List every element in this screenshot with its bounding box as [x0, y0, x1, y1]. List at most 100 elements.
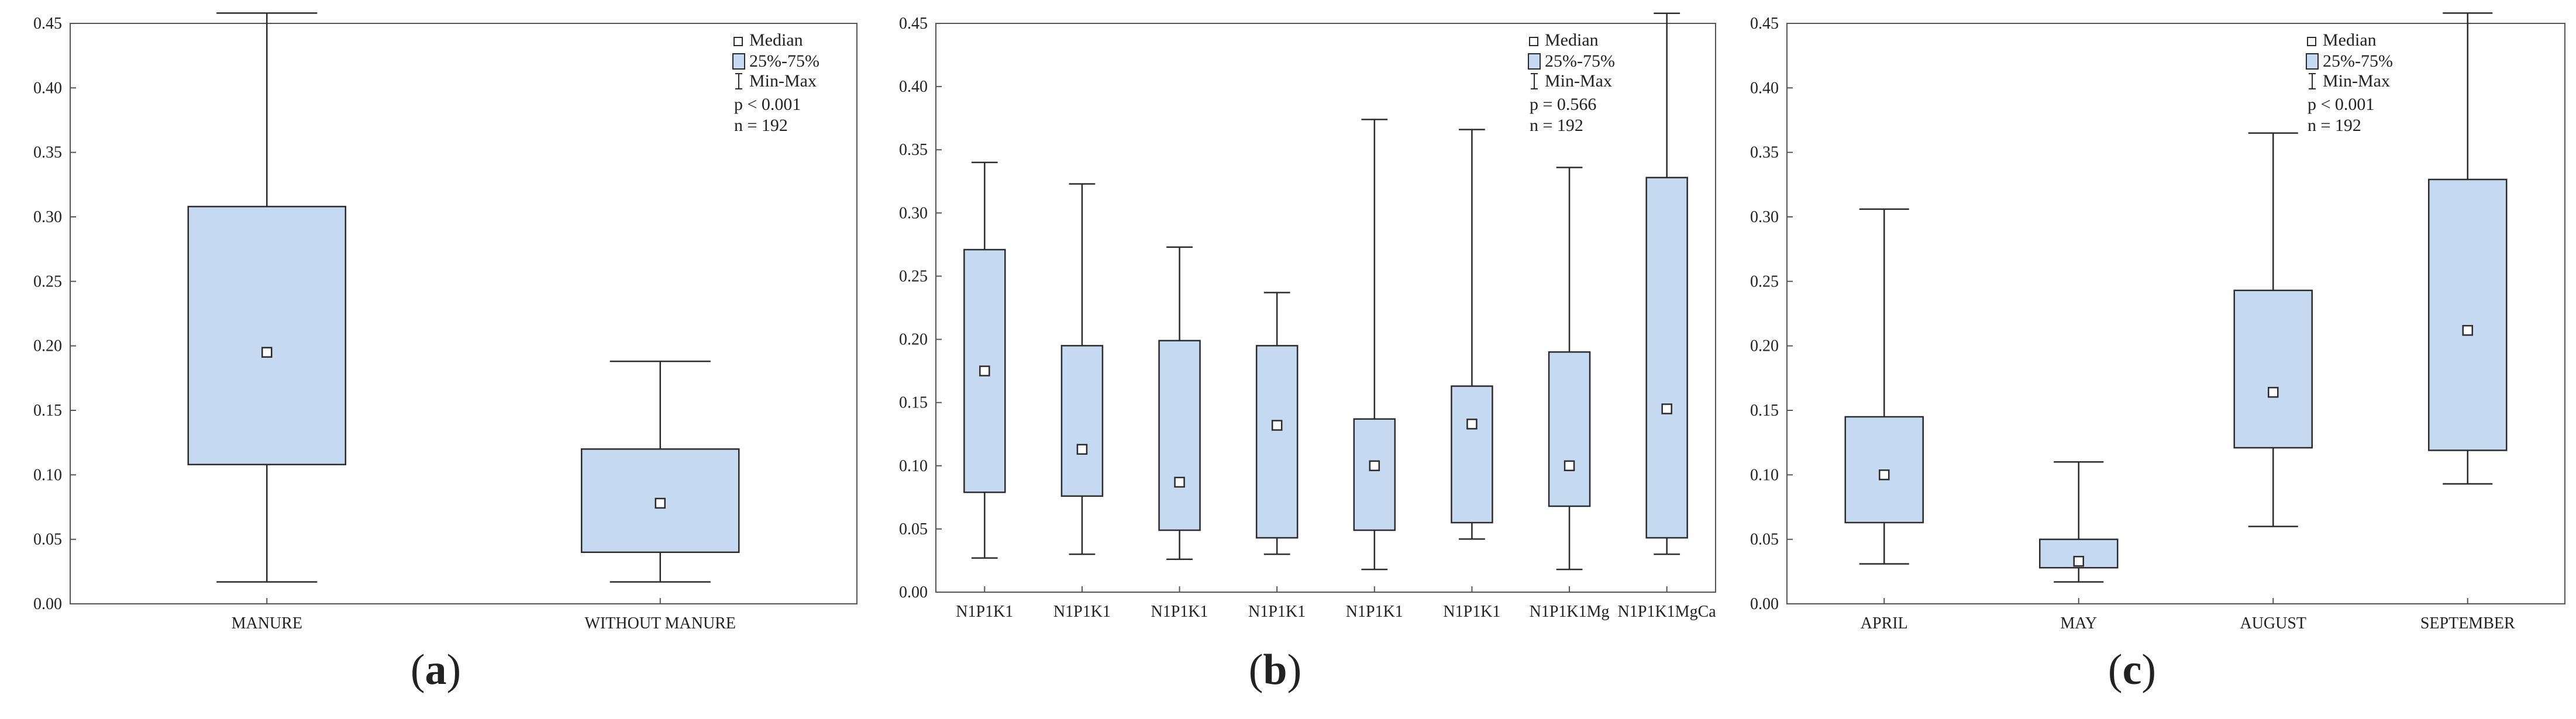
y-tick-label: 0.20 — [33, 337, 62, 355]
median-marker — [1563, 460, 1575, 472]
median-marker — [2268, 386, 2279, 398]
box-c-1 — [1844, 208, 1924, 565]
category-label: AUGUST — [2240, 614, 2306, 632]
category-label: N1P1K1 — [1346, 603, 1403, 621]
box-c-2 — [2039, 461, 2119, 583]
median-marker — [2073, 555, 2084, 567]
legend-median-symbol — [1529, 37, 1538, 46]
box-b-8 — [1645, 12, 1688, 555]
y-tick-label: 0.45 — [33, 15, 62, 33]
y-tick-label: 0.00 — [33, 595, 62, 613]
category-label: WITHOUT MANURE — [585, 614, 736, 632]
category-label: SEPTEMBER — [2420, 614, 2515, 632]
panel-letter: a — [425, 646, 447, 694]
y-tick-label: 0.40 — [1750, 79, 1779, 97]
median-marker — [979, 365, 990, 376]
y-tick-label: 0.25 — [899, 267, 928, 285]
box-b-1 — [963, 161, 1006, 559]
y-tick-label: 0.00 — [1750, 595, 1779, 613]
legend-box-symbol — [732, 53, 745, 70]
plot-frame — [70, 23, 857, 604]
category-label: MAY — [2060, 614, 2097, 632]
median-marker — [1174, 476, 1185, 488]
median-marker — [1879, 469, 1890, 481]
box-b-7 — [1548, 167, 1591, 571]
box-b-3 — [1158, 246, 1201, 561]
panel-letter: b — [1263, 646, 1287, 694]
y-tick-label: 0.35 — [1750, 144, 1779, 162]
y-tick-label: 0.40 — [899, 78, 928, 96]
median-marker — [1076, 444, 1088, 455]
legend-whisker-label: Min-Max — [749, 71, 817, 91]
legend-p-value: p < 0.001 — [734, 95, 801, 114]
legend-n-value: n = 192 — [2308, 116, 2361, 135]
box-a-2 — [581, 360, 740, 583]
legend-n-value: n = 192 — [734, 116, 788, 135]
y-tick-label: 0.10 — [899, 457, 928, 475]
y-tick-label: 0.45 — [1750, 15, 1779, 33]
y-tick-label: 0.45 — [899, 15, 928, 33]
legend-median-label: Median — [2323, 30, 2377, 50]
median-marker — [1271, 420, 1283, 431]
iqr-box — [2428, 178, 2508, 451]
panel-label: (a) — [411, 646, 461, 694]
y-tick-label: 0.10 — [33, 466, 62, 484]
legend-n-value: n = 192 — [1530, 116, 1583, 135]
y-tick-label: 0.35 — [33, 144, 62, 162]
iqr-box — [1060, 345, 1104, 497]
category-label: N1P1K1 — [1151, 603, 1208, 621]
iqr-box — [1451, 385, 1493, 524]
median-marker — [1466, 419, 1478, 430]
y-tick-label: 0.15 — [1750, 402, 1779, 420]
box-c-3 — [2233, 132, 2313, 527]
legend-median-symbol — [733, 37, 743, 46]
iqr-box — [187, 206, 346, 465]
y-tick-label: 0.30 — [1750, 208, 1779, 226]
legend-whisker-label: Min-Max — [1545, 71, 1612, 91]
panel-letter: c — [2123, 646, 2142, 694]
plot-frame — [935, 23, 1716, 593]
box-c-4 — [2428, 12, 2508, 485]
iqr-box — [1158, 340, 1201, 531]
chart-panel-c: 0.00 0.05 0.10 0.15 0.20 0.25 0.30 0.35 0.40 0.45… — [1750, 12, 2565, 694]
y-tick-label: 0.05 — [899, 520, 928, 538]
legend-box-label: 25%-75% — [749, 51, 819, 71]
legend-p-value: p < 0.001 — [2308, 95, 2374, 114]
chart-panel-a: 0.00 0.05 0.10 0.15 0.20 0.25 0.30 0.35 0.40 0.45… — [33, 12, 857, 694]
box-b-6 — [1451, 129, 1493, 540]
iqr-box — [1548, 351, 1591, 507]
median-marker — [1661, 403, 1672, 414]
category-label: N1P1K1Mg — [1530, 603, 1610, 621]
legend-box-label: 25%-75% — [1545, 51, 1615, 71]
median-marker — [655, 497, 666, 509]
y-tick-label: 0.05 — [1750, 531, 1779, 549]
median-marker — [261, 347, 273, 358]
category-label: N1P1K1 — [1443, 603, 1500, 621]
iqr-box — [2233, 289, 2313, 449]
chart-panel-b: 0.00 0.05 0.10 0.15 0.20 0.25 0.30 0.35 0.40 0.45… — [899, 12, 1717, 694]
legend-box-label: 25%-75% — [2323, 51, 2393, 71]
legend-box-symbol — [1528, 53, 1541, 70]
y-tick-label: 0.05 — [33, 531, 62, 549]
y-tick-label: 0.25 — [33, 272, 62, 291]
median-marker — [1369, 460, 1380, 472]
y-tick-label: 0.10 — [1750, 466, 1779, 484]
category-label: N1P1K1MgCa — [1618, 603, 1717, 621]
plot-frame — [1786, 23, 2565, 604]
iqr-box — [963, 248, 1006, 493]
box-b-4 — [1255, 292, 1299, 555]
legend-median-label: Median — [749, 30, 803, 50]
category-label: N1P1K1 — [956, 603, 1013, 621]
y-tick-label: 0.30 — [33, 208, 62, 226]
legend-p-value: p = 0.566 — [1530, 95, 1596, 114]
iqr-box — [1645, 177, 1688, 539]
y-tick-label: 0.40 — [33, 79, 62, 97]
category-label: MANURE — [232, 614, 302, 632]
iqr-box — [1353, 418, 1396, 531]
category-label: APRIL — [1861, 614, 1908, 632]
legend-whisker-label: Min-Max — [2323, 71, 2390, 91]
y-tick-label: 0.20 — [899, 331, 928, 349]
